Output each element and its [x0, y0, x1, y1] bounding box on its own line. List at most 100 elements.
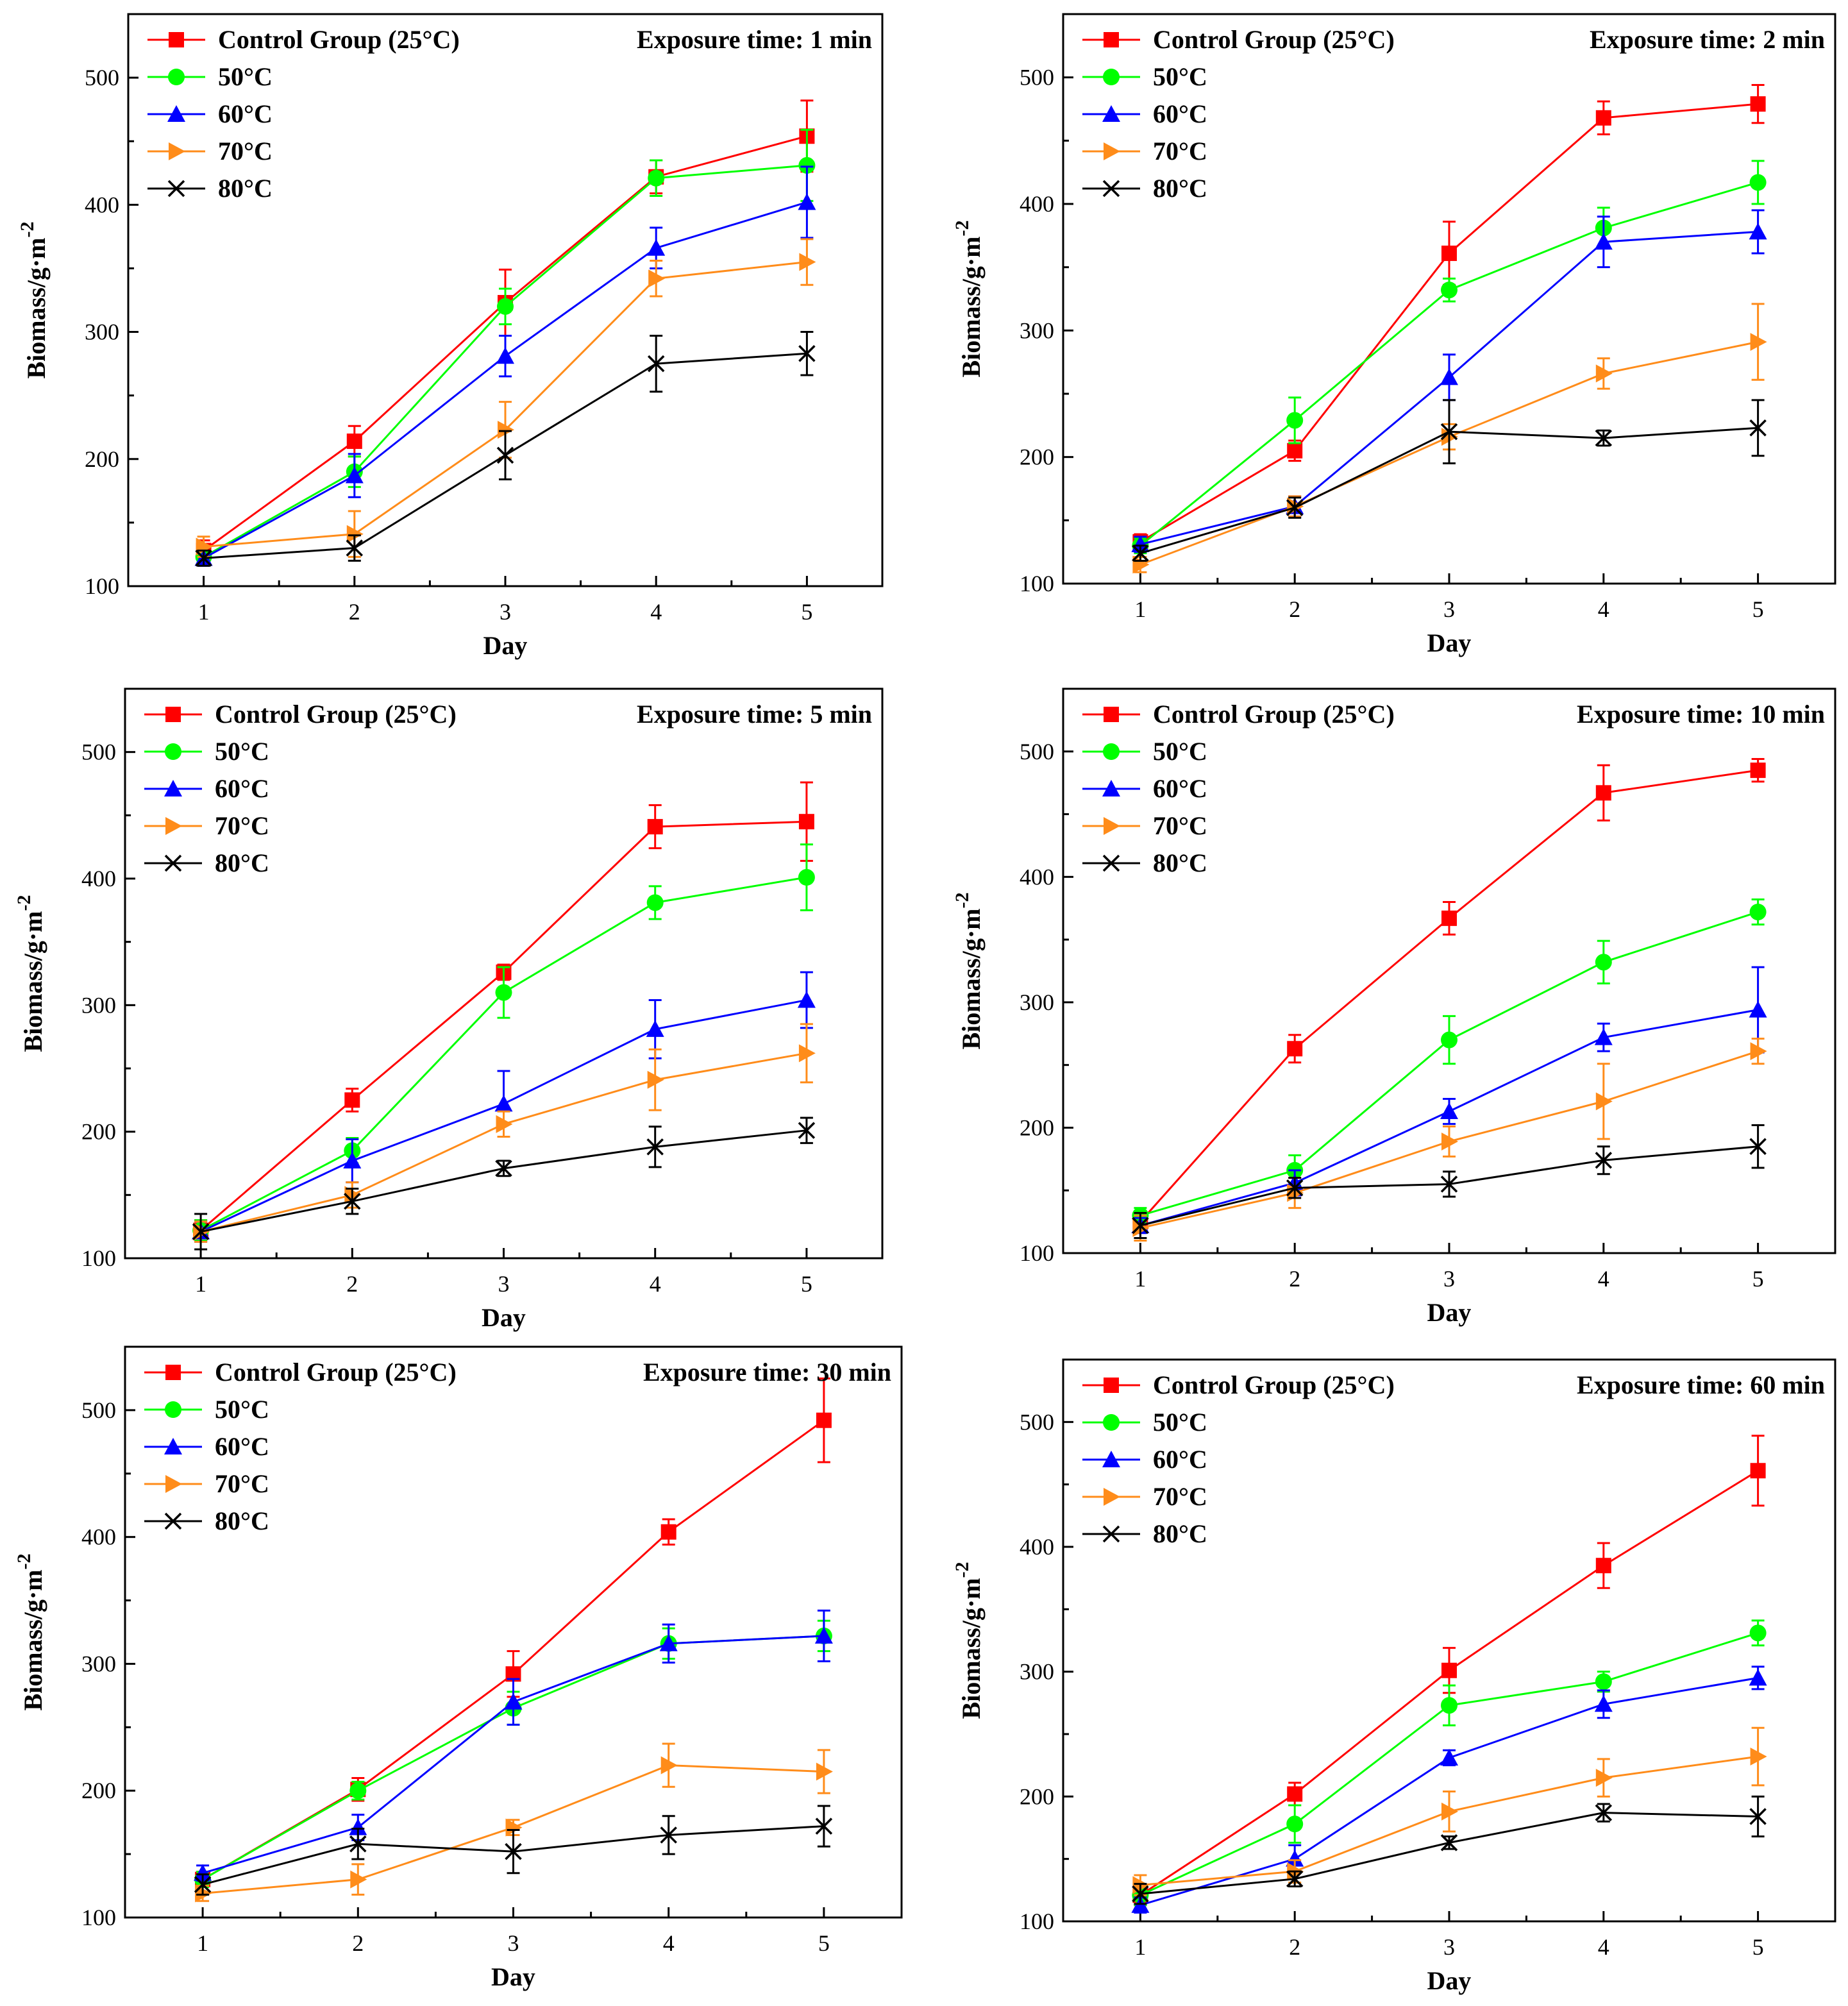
legend-item-50c: 50°C [1082, 1408, 1207, 1437]
data-point [659, 1634, 678, 1651]
series-80c [1132, 399, 1767, 562]
y-tick-label: 400 [81, 866, 116, 891]
data-point [346, 525, 364, 543]
series-50c [1132, 160, 1767, 555]
legend-marker [1103, 743, 1120, 760]
legend-label: 60°C [218, 99, 273, 128]
legend-item-80c: 80°C [144, 1506, 269, 1535]
data-point [194, 1876, 212, 1893]
x-axis-title: Day [1427, 1966, 1472, 1995]
legend-marker [167, 105, 185, 122]
data-point [1750, 1042, 1767, 1061]
legend-marker [165, 817, 182, 835]
series-80c [1132, 1124, 1767, 1240]
legend-label: 80°C [1153, 848, 1207, 877]
x-tick-label: 4 [663, 1930, 675, 1956]
data-point [1440, 1176, 1458, 1193]
y-tick-label: 200 [81, 1119, 116, 1145]
x-tick-label: 5 [818, 1930, 830, 1956]
data-point [1440, 1748, 1458, 1766]
y-axis-title-text: Biomass/g·m [957, 908, 986, 1049]
legend-label: Control Group (25°C) [1153, 700, 1395, 729]
y-tick-label: 400 [1020, 191, 1054, 217]
legend-item-80c: 80°C [144, 848, 269, 877]
y-tick-label: 300 [1020, 990, 1054, 1015]
data-point [660, 1826, 677, 1844]
y-tick-label: 500 [1020, 65, 1054, 90]
data-point [505, 1842, 522, 1860]
legend-label: 50°C [218, 62, 273, 91]
x-tick-label: 3 [1443, 1934, 1455, 1960]
data-point [1595, 1558, 1611, 1574]
legend-label: 70°C [1153, 137, 1207, 165]
data-point [815, 1817, 833, 1835]
data-point [195, 550, 212, 567]
legend-item-60c: 60°C [147, 99, 273, 128]
data-point [1440, 1102, 1458, 1120]
y-axis-title: Biomass/g·m-2 [952, 1562, 986, 1719]
data-point [647, 819, 663, 835]
y-tick-label: 300 [81, 992, 116, 1018]
data-point [350, 1870, 367, 1889]
x-tick-label: 4 [650, 599, 662, 625]
legend-marker [165, 743, 181, 760]
data-point [1595, 110, 1611, 126]
legend-item-control-group-25c: Control Group (25°C) [1082, 700, 1395, 729]
legend-label: 60°C [1153, 774, 1207, 803]
y-tick-label: 500 [85, 65, 119, 90]
legend-label: 60°C [1153, 99, 1207, 128]
data-point [505, 1818, 523, 1837]
data-point [647, 355, 665, 373]
exposure-time-label: Exposure time: 10 min [1577, 700, 1825, 729]
legend-item-70c: 70°C [1082, 811, 1207, 840]
y-axis-title-text: Biomass/g·m [19, 1569, 47, 1710]
y-tick-label: 500 [1020, 739, 1054, 764]
y-axis-title-exponent: -2 [17, 221, 38, 237]
legend-marker [164, 1438, 182, 1454]
series-control-group-25c [1132, 84, 1766, 551]
data-point [194, 1864, 212, 1881]
legend-label: 70°C [1153, 1482, 1207, 1511]
data-point [1749, 174, 1767, 191]
data-point [1595, 1152, 1613, 1169]
y-axis-title: Biomass/g·m-2 [952, 892, 986, 1049]
legend-label: Control Group (25°C) [215, 1358, 457, 1386]
data-point [1750, 1463, 1766, 1479]
data-point [344, 1092, 360, 1108]
legend-item-80c: 80°C [1082, 848, 1207, 877]
data-point [646, 894, 664, 911]
legend-item-60c: 60°C [144, 1432, 269, 1461]
chart-panel-4: 100 200 300 400 500 1 2 3 4 5 Day Biomass/g·m-2 Cont… [952, 687, 1836, 1327]
legend-marker [165, 1401, 181, 1418]
data-point [1441, 1802, 1458, 1821]
data-point [647, 1070, 664, 1089]
legend-marker [167, 180, 185, 198]
y-axis-title-exponent: -2 [13, 1553, 35, 1569]
legend-marker [1103, 69, 1120, 85]
data-point [798, 156, 816, 174]
data-point [1594, 233, 1613, 250]
x-tick-label: 2 [1289, 1934, 1300, 1960]
y-tick-label: 300 [81, 1651, 116, 1676]
data-point [349, 1782, 367, 1800]
data-point [494, 1095, 513, 1112]
legend-label: 60°C [1153, 1445, 1207, 1474]
y-axis-title-text: Biomass/g·m [22, 237, 51, 378]
legend-label: 50°C [1153, 1408, 1207, 1437]
x-tick-label: 4 [650, 1271, 661, 1297]
data-point [1441, 1031, 1457, 1049]
exposure-time-label: Exposure time: 5 min [637, 700, 872, 729]
y-tick-label: 100 [1020, 1240, 1054, 1266]
legend-item-control-group-25c: Control Group (25°C) [144, 1358, 457, 1386]
data-point [1287, 1786, 1303, 1802]
y-axis-title: Biomass/g·m-2 [13, 895, 47, 1052]
y-axis-title-text: Biomass/g·m [19, 911, 47, 1052]
data-point [1594, 1695, 1613, 1712]
legend-label: Control Group (25°C) [215, 700, 457, 729]
series-control-group-25c [1132, 1435, 1766, 1907]
data-point [1750, 1748, 1767, 1766]
data-point [814, 1626, 833, 1644]
legend-marker [164, 1512, 182, 1530]
x-axis-title: Day [1427, 628, 1472, 657]
